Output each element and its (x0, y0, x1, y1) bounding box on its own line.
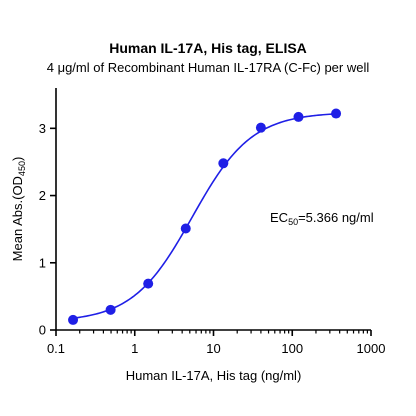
data-points (68, 108, 342, 325)
data-point (143, 278, 154, 289)
data-point (293, 111, 304, 122)
chart-subtitle: 4 μg/ml of Recombinant Human IL-17RA (C-… (46, 60, 370, 75)
data-point (255, 122, 266, 133)
ec50-annotation: EC50=5.366 ng/ml (270, 210, 374, 227)
ec50-subscript: 50 (288, 217, 298, 227)
fit-curve-layer (72, 113, 337, 319)
data-point (218, 158, 229, 169)
data-point (105, 304, 116, 315)
data-point (180, 223, 191, 234)
data-point (68, 314, 79, 325)
y-axis-label: Mean Abs.(OD450) (10, 157, 27, 262)
x-tick-label: 1 (131, 341, 138, 356)
x-tick-label: 100 (281, 341, 303, 356)
y-axis-label-main: Mean Abs.(OD (10, 176, 25, 261)
x-tick-label: 10 (206, 341, 220, 356)
y-tick-label: 2 (39, 188, 46, 203)
y-axis-label-subscript: 450 (17, 161, 27, 176)
fit-curve (72, 113, 337, 319)
y-tick-label: 3 (39, 121, 46, 136)
ec50-prefix: EC (270, 210, 288, 225)
x-axis-label: Human IL-17A, His tag (ng/ml) (126, 368, 302, 383)
axes: 0.1 1 10 100 1000 0 1 2 3 (39, 88, 386, 356)
y-tick-label: 0 (39, 323, 46, 338)
y-axis-label-close: ) (10, 157, 25, 161)
chart-title: Human IL-17A, His tag, ELISA (109, 40, 307, 56)
x-tick-label: 0.1 (47, 341, 65, 356)
ec50-value: =5.366 ng/ml (298, 210, 374, 225)
data-point (331, 108, 342, 119)
y-tick-label: 1 (39, 255, 46, 270)
x-tick-label: 1000 (357, 341, 386, 356)
